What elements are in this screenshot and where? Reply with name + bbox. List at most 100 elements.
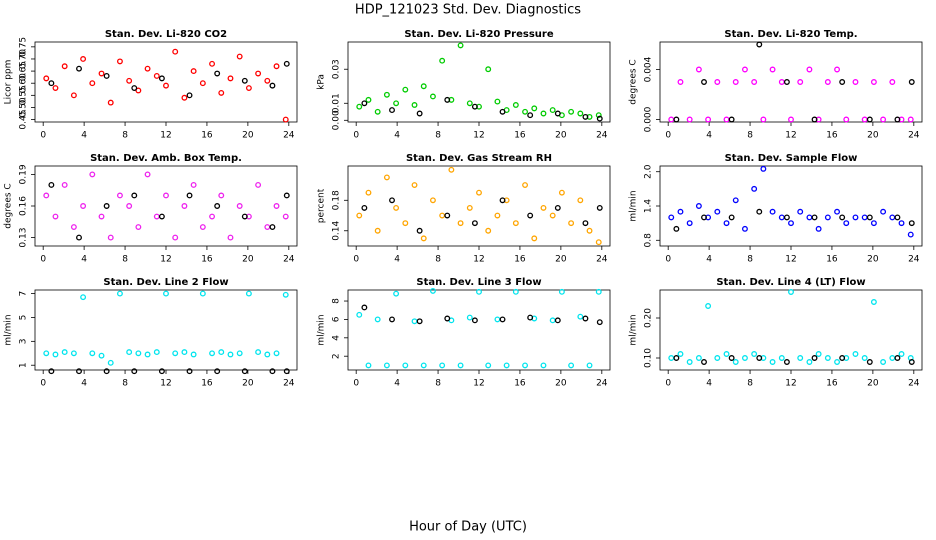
point — [439, 362, 446, 369]
x-tick-label: 20 — [242, 379, 254, 389]
point — [824, 355, 831, 361]
point — [686, 116, 693, 123]
point — [236, 203, 243, 209]
point — [852, 214, 859, 221]
point — [411, 318, 418, 325]
point — [61, 349, 68, 356]
y-tick-label: 2.0 — [644, 164, 654, 179]
point — [199, 224, 206, 231]
point — [411, 102, 418, 108]
point — [705, 116, 712, 123]
point — [503, 362, 510, 369]
point — [732, 79, 739, 85]
y-tick-label: 5 — [19, 315, 29, 321]
point — [389, 107, 395, 114]
point — [815, 351, 822, 357]
point — [393, 100, 400, 107]
point — [389, 197, 395, 204]
point — [282, 116, 289, 123]
x-tick-label: 4 — [394, 379, 400, 389]
point — [471, 220, 478, 227]
point — [255, 181, 262, 188]
point — [420, 362, 427, 369]
point — [264, 77, 271, 84]
point — [668, 214, 675, 221]
point — [582, 113, 589, 120]
point — [723, 220, 730, 227]
x-tick-label: 8 — [747, 255, 753, 265]
point — [907, 231, 914, 238]
point — [190, 351, 197, 358]
x-tick-label: 4 — [81, 379, 87, 389]
x-tick-label: 12 — [473, 255, 484, 265]
point — [107, 359, 114, 366]
point — [264, 351, 271, 358]
x-tick-label: 16 — [826, 131, 838, 141]
point — [494, 98, 501, 105]
x-tick-label: 12 — [473, 379, 484, 389]
point — [677, 79, 684, 85]
point — [512, 288, 519, 295]
point — [126, 349, 133, 356]
point — [512, 220, 519, 227]
point — [356, 212, 363, 219]
point — [439, 212, 446, 219]
x-tick-label: 24 — [908, 131, 920, 141]
point — [806, 66, 813, 73]
point — [163, 82, 169, 89]
point — [907, 116, 914, 123]
point — [269, 224, 276, 231]
point — [76, 368, 82, 375]
point — [549, 317, 556, 324]
point — [908, 79, 915, 85]
y-tick-label: 0.00 — [332, 110, 342, 130]
point — [135, 224, 142, 231]
x-tick-label: 4 — [394, 255, 400, 265]
point — [389, 316, 395, 323]
plot-frame — [659, 165, 923, 247]
point — [283, 368, 290, 375]
point — [894, 116, 901, 123]
point — [870, 220, 877, 227]
point — [554, 317, 561, 324]
point — [98, 213, 105, 220]
point — [361, 100, 368, 107]
x-tick-label: 12 — [160, 131, 171, 141]
point — [701, 79, 707, 85]
y-tick-label: 0.10 — [644, 348, 654, 368]
point — [52, 351, 59, 358]
point — [870, 299, 877, 305]
point — [429, 287, 436, 294]
point — [181, 203, 188, 209]
point — [135, 87, 142, 94]
y-tick-label: 0.55 — [19, 85, 29, 105]
point — [797, 79, 804, 85]
point — [673, 355, 680, 361]
point — [186, 92, 193, 99]
point — [126, 77, 133, 84]
point — [769, 359, 776, 365]
point — [783, 359, 790, 365]
x-tick-label: 20 — [555, 255, 567, 265]
x-tick-label: 16 — [826, 255, 838, 265]
y-tick-label: 0.50 — [19, 97, 29, 117]
y-tick-label: 0.000 — [644, 106, 654, 132]
x-tick-label: 12 — [785, 255, 796, 265]
point — [444, 96, 451, 103]
point — [889, 79, 896, 85]
point — [218, 192, 225, 199]
point — [457, 220, 464, 227]
point — [356, 103, 363, 110]
point — [788, 116, 794, 123]
y-tick-label: 0.75 — [19, 37, 29, 57]
x-tick-label: 20 — [555, 379, 567, 389]
point — [908, 359, 915, 365]
point — [264, 224, 271, 231]
point — [241, 213, 248, 220]
point — [214, 70, 221, 77]
x-tick-label: 24 — [283, 255, 295, 265]
point — [269, 368, 276, 375]
point — [728, 116, 735, 123]
point — [172, 234, 179, 241]
point — [499, 108, 506, 115]
